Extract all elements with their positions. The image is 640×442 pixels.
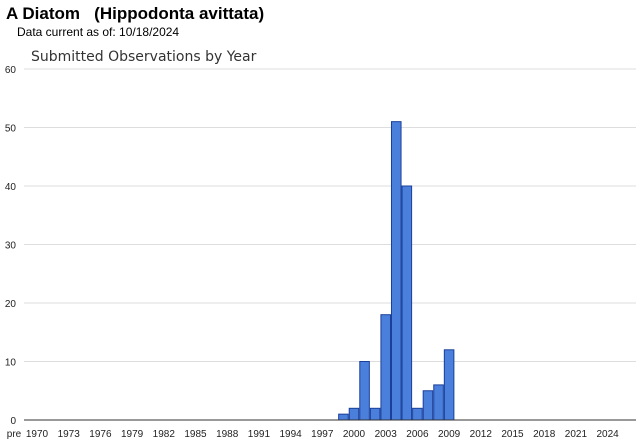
- x-tick-label: 2018: [533, 429, 556, 440]
- y-tick-label: 60: [5, 65, 17, 76]
- x-tick-label: 1988: [216, 429, 239, 440]
- x-tick-label: 1991: [248, 429, 271, 440]
- x-axis: pre 1970 1973 1976 1979 1982 1985 1988 1991 1994 1…: [7, 419, 636, 440]
- x-tick-label: 1970: [26, 429, 49, 440]
- x-tick-label: 1976: [89, 429, 112, 440]
- y-tick-label: 10: [5, 358, 17, 369]
- x-tick-label: 1994: [279, 429, 302, 440]
- y-tick-label: 40: [5, 182, 17, 193]
- bar-2004[interactable]: [390, 121, 402, 421]
- bar-2008[interactable]: [433, 384, 444, 421]
- x-tick-label: 2003: [375, 429, 398, 440]
- bars: [338, 121, 455, 421]
- x-tick-label: 2024: [596, 429, 619, 440]
- x-tick-label: 2012: [470, 429, 493, 440]
- x-tick-label: 1973: [58, 429, 81, 440]
- data-date-subtitle: Data current as of: 10/18/2024: [17, 25, 180, 39]
- bar-2002[interactable]: [369, 407, 381, 421]
- bar-2001[interactable]: [359, 361, 370, 421]
- page-title: A Diatom (Hippodonta avittata): [6, 4, 265, 23]
- x-tick-label: 1979: [121, 429, 144, 440]
- bar-1999[interactable]: [338, 413, 349, 421]
- chart-title: Submitted Observations by Year: [31, 49, 257, 65]
- y-tick-label: 50: [5, 124, 17, 135]
- x-tick-label: 1997: [311, 429, 334, 440]
- x-tick-label: 1982: [153, 429, 176, 440]
- x-tick-label: 1985: [184, 429, 207, 440]
- x-tick-label: 2006: [406, 429, 429, 440]
- x-tick-label: 2009: [438, 429, 461, 440]
- y-tick-label: 20: [5, 299, 17, 310]
- x-tick-label: 2015: [501, 429, 524, 440]
- y-axis: 0 10 20 30 40 50 60: [5, 65, 17, 427]
- bar-2003[interactable]: [380, 314, 391, 421]
- x-tick-label: pre: [7, 429, 22, 440]
- gridlines: [24, 68, 636, 362]
- x-tick-label: 2021: [565, 429, 588, 440]
- x-tick-label: 2000: [343, 429, 366, 440]
- bar-2000[interactable]: [348, 407, 360, 421]
- y-tick-label: 0: [10, 416, 16, 427]
- bar-2009[interactable]: [443, 349, 455, 421]
- y-tick-label: 30: [5, 241, 17, 252]
- bar-2006[interactable]: [412, 407, 423, 421]
- bar-2007[interactable]: [422, 390, 434, 421]
- bar-2005[interactable]: [401, 185, 413, 421]
